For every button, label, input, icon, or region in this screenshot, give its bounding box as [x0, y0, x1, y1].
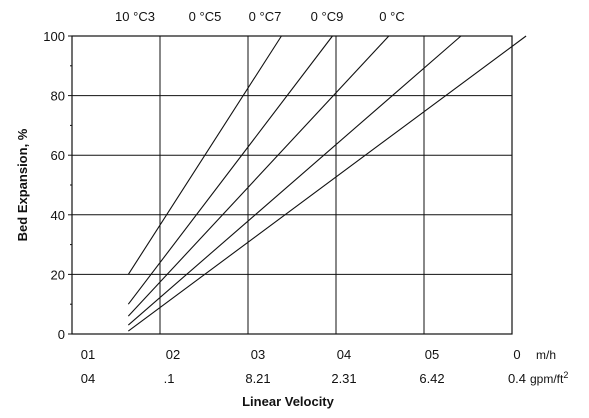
y-axis-ticks: 0 20 40 60 80 100: [43, 29, 72, 342]
x-unit-secondary-base: gpm/ft: [530, 372, 564, 386]
y-tick-label: 100: [43, 29, 65, 44]
x-secondary-tick-label: 6.42: [419, 371, 444, 386]
series-label: 0 °C: [379, 9, 404, 24]
series-line: [127, 35, 390, 317]
series-line: [127, 35, 527, 332]
series-label: 0 °C9: [311, 9, 344, 24]
y-tick-label: 0: [58, 327, 65, 342]
series-labels: 10 °C3 0 °C5 0 °C7 0 °C9 0 °C: [115, 9, 405, 24]
x-axis-title: Linear Velocity: [242, 394, 335, 409]
y-tick-label: 80: [51, 89, 65, 104]
x-unit-secondary: gpm/ft2: [530, 370, 568, 386]
y-axis-title: Bed Expansion, %: [15, 128, 30, 241]
x-secondary-tick-label: 8.21: [245, 371, 270, 386]
series-lines: [127, 35, 527, 332]
y-tick-label: 20: [51, 267, 65, 282]
x-tick-label: 0: [513, 347, 520, 362]
grid-lines: [72, 36, 512, 334]
x-tick-label: 02: [166, 347, 180, 362]
series-label: 0 °C5: [189, 9, 222, 24]
series-label: 0 °C7: [249, 9, 282, 24]
x-tick-label: 05: [425, 347, 439, 362]
x-tick-label: 01: [81, 347, 95, 362]
x-tick-label: 04: [337, 347, 351, 362]
plot-frame: [71, 35, 513, 335]
y-tick-label: 60: [51, 148, 65, 163]
x-secondary-tick-label: 2.31: [331, 371, 356, 386]
x-secondary-tick-label: .1: [164, 371, 175, 386]
x-tick-label: 03: [251, 347, 265, 362]
x-secondary-tick-label: 0.4: [508, 371, 526, 386]
x-unit-secondary-sup: 2: [563, 370, 568, 380]
x-unit-primary: m/h: [536, 348, 556, 362]
series-line: [127, 35, 333, 305]
series-line: [127, 35, 462, 326]
x-axis-ticks: 01 02 03 04 05 0 04 .1 8.21 2.31 6.42 0.4: [81, 347, 526, 386]
series-line: [127, 35, 282, 275]
y-tick-label: 40: [51, 208, 65, 223]
x-secondary-tick-label: 04: [81, 371, 95, 386]
series-label: 10 °C3: [115, 9, 155, 24]
